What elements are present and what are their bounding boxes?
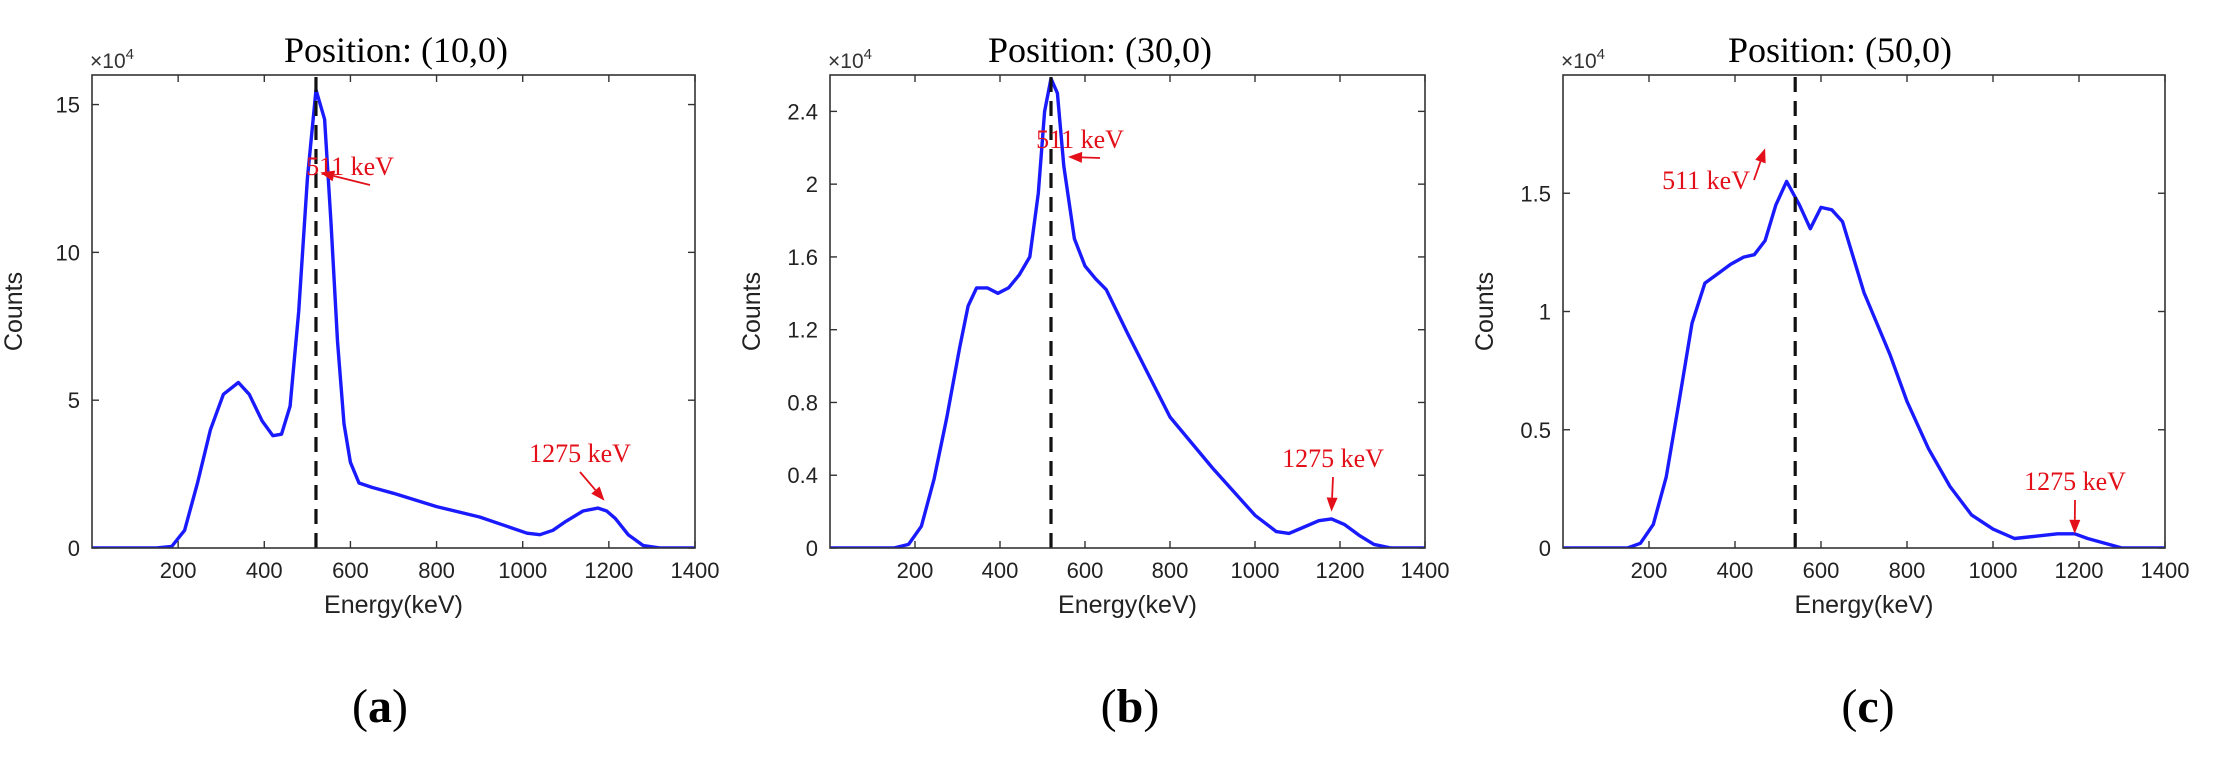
x-tick-label: 1200: [2055, 558, 2104, 583]
x-tick-label: 1200: [1316, 558, 1365, 583]
plot-frame: [91, 74, 696, 549]
annotation-label: 1275 keV: [529, 439, 631, 468]
y-tick-label: 0.5: [1520, 418, 1551, 443]
x-axis-label: Energy(keV): [1058, 591, 1197, 619]
y-tick-label: 2.4: [787, 99, 818, 124]
annotation-arrow-line: [579, 471, 597, 491]
subfigure-letter: b: [1117, 680, 1144, 733]
axis-multiplier: ×104: [828, 46, 872, 73]
annotation-arrow-head: [1755, 148, 1766, 164]
x-tick-label: 800: [418, 558, 455, 583]
multiplier-power: 4: [1597, 46, 1605, 63]
y-tick-label: 0: [68, 536, 80, 561]
axis-multiplier: ×104: [1561, 46, 1605, 73]
subfigure-letter: c: [1857, 680, 1878, 733]
annotation-label: 511 keV: [1036, 125, 1124, 154]
subfigure-paren-open: (: [1841, 680, 1857, 733]
chart-title: Position: (10,0): [284, 30, 508, 70]
subfigure-label: (c): [1841, 680, 1894, 733]
series-line-spectrum: [830, 76, 1425, 548]
y-tick-label: 15: [56, 93, 80, 118]
y-tick-label: 5: [68, 388, 80, 413]
subfigure-paren-close: ): [1143, 680, 1159, 733]
plot-frame: [829, 74, 1426, 549]
x-tick-label: 1200: [584, 558, 633, 583]
x-tick-label: 1400: [1401, 558, 1450, 583]
annotation-arrow-head: [1326, 497, 1338, 512]
multiplier-power: 4: [864, 46, 872, 63]
x-tick-label: 600: [1067, 558, 1104, 583]
annotation-label: 1275 keV: [1282, 444, 1384, 473]
x-tick-label: 200: [160, 558, 197, 583]
chart-panel-c: Position: (50,0) ×104 200 400 600 800 1000 1200…: [1471, 30, 2189, 733]
x-axis-label: Energy(keV): [1795, 591, 1934, 619]
y-tick-label: 0.4: [787, 463, 818, 488]
x-tick-label: 1400: [2141, 558, 2190, 583]
x-tick-label: 400: [982, 558, 1019, 583]
x-tick-label: 600: [332, 558, 369, 583]
multiplier-base: ×10: [828, 50, 864, 73]
x-tick-label: 1000: [1231, 558, 1280, 583]
y-tick-label: 0.8: [787, 390, 818, 415]
subfigure-paren-close: ): [1879, 680, 1895, 733]
axis-multiplier: ×104: [90, 46, 134, 73]
annotation-arrow-line: [1331, 476, 1334, 498]
subfigure-paren-close: ): [392, 680, 408, 733]
y-tick-label: 1.2: [787, 318, 818, 343]
annotation-arrow-head: [1068, 151, 1083, 163]
subfigure-label: (b): [1101, 680, 1160, 733]
series-line-spectrum: [92, 88, 695, 548]
annotation-label: 511 keV: [306, 152, 394, 181]
y-tick-label: 0: [1539, 536, 1551, 561]
subfigure-paren-open: (: [1101, 680, 1117, 733]
series-line-spectrum: [1563, 179, 2165, 548]
multiplier-power: 4: [126, 46, 134, 63]
annotation-label: 1275 keV: [2024, 467, 2126, 496]
annotation-arrow-head: [320, 170, 336, 182]
multiplier-base: ×10: [90, 50, 126, 73]
x-tick-label: 200: [897, 558, 934, 583]
annotation-arrow-line: [333, 175, 371, 186]
y-tick-label: 1: [1539, 300, 1551, 325]
annotation-label: 511 keV: [1662, 166, 1750, 195]
x-tick-label: 1400: [671, 558, 720, 583]
y-tick-label: 0: [806, 536, 818, 561]
x-tick-label: 400: [246, 558, 283, 583]
subfigure-paren-open: (: [352, 680, 368, 733]
y-tick-label: 10: [56, 240, 80, 265]
chart-panel-b: Position: (30,0) ×104 200 400 600 800 1000 1200…: [738, 30, 1449, 733]
subfigure-label: (a): [352, 680, 408, 733]
x-tick-label: 800: [1889, 558, 1926, 583]
y-axis-label: Counts: [0, 272, 28, 351]
chart-panel-a: Position: (10,0) ×104 200 400 600 800 1000 1200…: [0, 30, 719, 733]
annotation-arrow-head: [591, 486, 605, 501]
annotation-arrow-line: [1081, 156, 1101, 159]
y-tick-label: 1.6: [787, 245, 818, 270]
chart-title: Position: (50,0): [1728, 30, 1952, 70]
multiplier-base: ×10: [1561, 50, 1597, 73]
annotation-arrow-head: [2069, 519, 2081, 534]
x-tick-label: 200: [1631, 558, 1668, 583]
y-axis-label: Counts: [1471, 272, 1499, 351]
x-axis-label: Energy(keV): [324, 591, 463, 619]
annotation-arrow-line: [1753, 161, 1762, 181]
x-tick-label: 1000: [1969, 558, 2018, 583]
subfigure-letter: a: [368, 680, 392, 733]
x-tick-label: 400: [1717, 558, 1754, 583]
plot-frame: [1562, 74, 2166, 549]
x-tick-label: 600: [1803, 558, 1840, 583]
y-tick-label: 2: [806, 172, 818, 197]
y-tick-label: 1.5: [1520, 181, 1551, 206]
x-tick-label: 1000: [498, 558, 547, 583]
x-tick-label: 800: [1152, 558, 1189, 583]
chart-title: Position: (30,0): [988, 30, 1212, 70]
y-axis-label: Counts: [738, 272, 766, 351]
